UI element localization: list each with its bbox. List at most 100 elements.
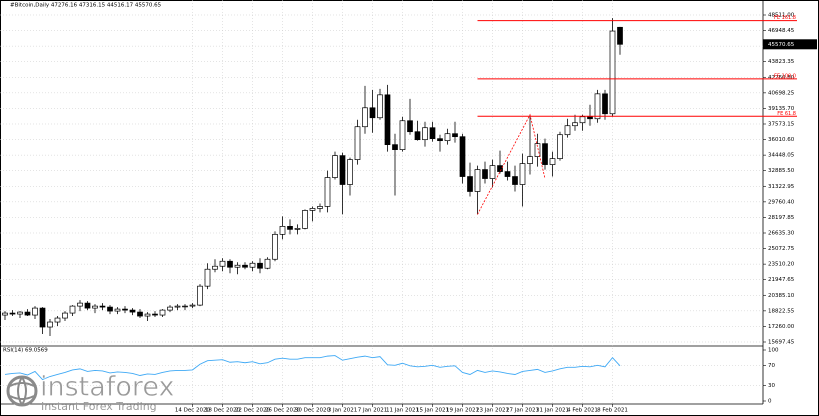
x-tick-label: 18 Dec 2020: [205, 408, 241, 414]
candle-body: [84, 302, 91, 309]
candle-body: [467, 176, 473, 192]
y-tick-label: 26635.30: [768, 230, 795, 236]
candle-body: [594, 93, 601, 120]
candle-body: [572, 122, 578, 127]
candle-body: [279, 226, 286, 235]
candle-body: [474, 169, 481, 192]
candle-body: [519, 163, 526, 185]
candle-body: [152, 313, 158, 316]
candle-body: [512, 176, 518, 185]
y-tick-label: 28197.85: [768, 215, 795, 221]
candle-body: [392, 144, 398, 150]
candle-body: [62, 312, 68, 319]
candle-body: [17, 311, 23, 315]
candle-body: [257, 262, 263, 269]
y-tick-label: 18822.55: [768, 308, 795, 314]
candle-body: [362, 107, 368, 128]
y-tick-label: 20385.10: [768, 293, 795, 299]
y-tick-label: 48511.00: [768, 12, 795, 18]
candle-body: [174, 305, 181, 308]
y-tick-label: 100: [768, 348, 779, 354]
candle-body: [414, 131, 421, 141]
candle-body: [369, 107, 376, 119]
x-tick-label: 19 Jan 2021: [446, 408, 479, 414]
candle-body: [114, 308, 121, 312]
candle-body: [587, 116, 593, 120]
candle-body: [354, 126, 361, 160]
y-tick-label: 15697.45: [768, 339, 795, 345]
y-tick-label: 29760.40: [768, 199, 795, 205]
y-tick-label: 43823.35: [768, 59, 795, 65]
candle-body: [534, 143, 541, 157]
candle-body: [167, 306, 173, 311]
candle-body: [527, 156, 533, 164]
y-tick-label: 70: [768, 363, 775, 369]
candle-body: [264, 258, 271, 269]
logo-tagline: Instant Forex Trading: [41, 400, 157, 413]
candle-body: [377, 94, 383, 119]
fibo-level-label: FE 161.8: [774, 15, 796, 21]
candle-body: [384, 94, 391, 146]
x-tick-label: 14 Dec 2020: [175, 408, 211, 414]
chart-title: #Bitcoin,Daily 47276.16 47316.15 44516.1…: [10, 3, 162, 9]
x-tick-label: 7 Jan 2021: [358, 408, 387, 414]
candle-body: [197, 285, 203, 306]
x-tick-label: 3 Jan 2021: [328, 408, 357, 414]
candle-body: [332, 155, 338, 178]
candle-body: [444, 133, 451, 142]
candle-body: [339, 155, 346, 185]
candle-body: [242, 264, 248, 268]
candle-body: [92, 305, 98, 309]
x-tick-label: 30 Dec 2020: [295, 408, 331, 414]
candle-body: [272, 233, 278, 260]
x-tick-label: 15 Jan 2021: [416, 408, 449, 414]
candle-body: [429, 127, 436, 140]
candle-body: [159, 309, 166, 316]
candle-body: [557, 134, 563, 159]
y-tick-label: 42260.80: [768, 75, 795, 81]
y-tick-label: 30: [768, 383, 775, 389]
watermark: instaforex Instant Forex Trading: [6, 371, 175, 413]
price-tag-label: 45570.65: [768, 42, 795, 48]
candle-body: [489, 165, 496, 179]
candle-body: [54, 317, 61, 323]
candle-body: [317, 206, 323, 209]
fibo-level-label: FE 100.0: [774, 73, 796, 79]
x-tick-label: 4 Feb 2021: [567, 408, 598, 414]
candle-body: [2, 312, 8, 316]
candle-body: [497, 165, 503, 172]
candle-body: [144, 313, 151, 317]
price-tag: [763, 39, 817, 50]
candle-body: [459, 136, 466, 177]
y-tick-label: 0: [768, 399, 772, 405]
y-tick-label: 25072.75: [768, 246, 795, 252]
candle-body: [294, 228, 301, 230]
x-tick-label: 22 Dec 2020: [235, 408, 271, 414]
candle-body: [212, 265, 218, 270]
candle-body: [77, 302, 83, 307]
candle-body: [302, 210, 308, 229]
candle-body: [204, 268, 211, 287]
y-tick-label: 37573.15: [768, 121, 795, 127]
fibo-level-label: FE 61.8: [777, 111, 796, 117]
rsi-line: [4, 355, 621, 381]
y-tick-label: 32885.50: [768, 168, 795, 174]
logo-meridians: [9, 376, 35, 406]
y-tick-label: 46948.45: [768, 28, 795, 34]
candle-body: [549, 158, 556, 165]
candle-body: [9, 312, 16, 315]
candle-body: [602, 93, 608, 115]
candle-body: [182, 305, 188, 308]
candle-body: [407, 120, 413, 133]
y-tick-label: 39135.70: [768, 106, 795, 112]
y-tick-label: 23510.20: [768, 262, 795, 268]
candle-body: [24, 311, 31, 316]
candle-body: [564, 125, 571, 136]
candle-body: [399, 120, 406, 150]
x-tick-label: 23 Jan 2021: [476, 408, 509, 414]
candle-body: [324, 177, 331, 207]
x-tick-label: 27 Jan 2021: [506, 408, 539, 414]
candle-body: [452, 133, 458, 138]
